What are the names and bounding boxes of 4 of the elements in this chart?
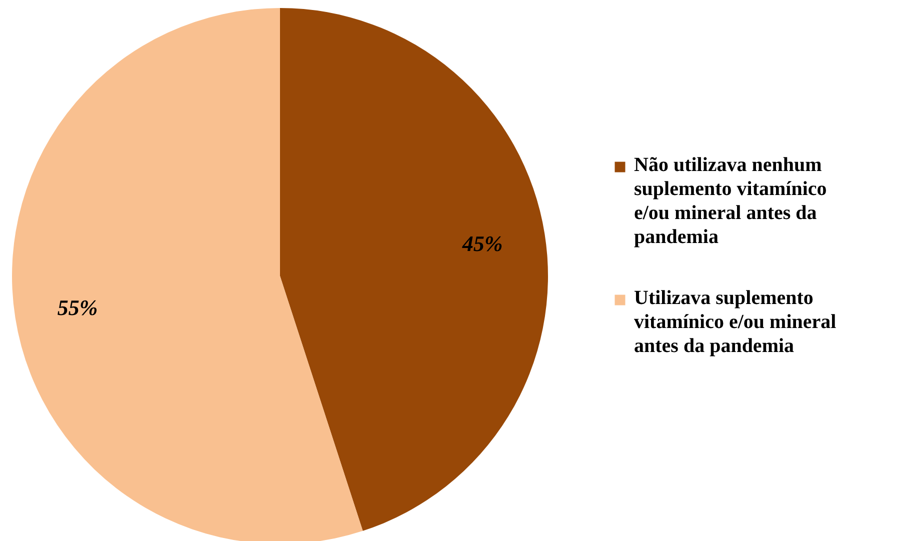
data-label: 45% <box>461 230 503 256</box>
legend-label: Utilizava suplemento vitamínico e/ou mineral antes da pandemia <box>634 287 837 357</box>
legend-label: Não utilizava nenhum suplemento vitamínico e/ou mineral antes da pandemia <box>634 154 827 248</box>
data-label: 55% <box>57 295 98 320</box>
